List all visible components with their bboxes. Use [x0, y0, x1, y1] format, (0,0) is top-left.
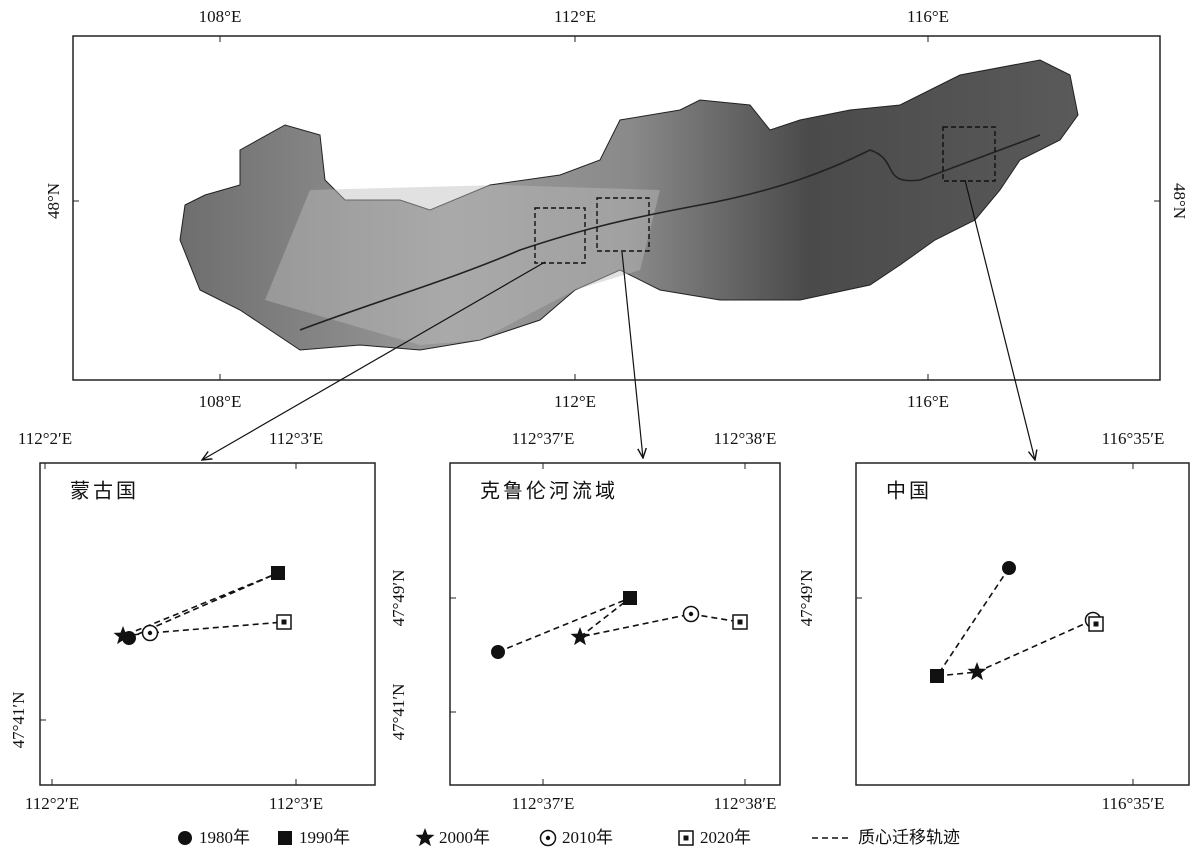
marker-1990	[271, 566, 285, 580]
trajectory	[497, 597, 741, 653]
tick-label: 116°35′E	[1102, 794, 1165, 813]
tick-label: 48°N	[1170, 183, 1189, 219]
tick-label: 108°E	[199, 7, 242, 26]
river	[299, 134, 1041, 331]
marker-2000	[570, 627, 590, 646]
focus-box	[596, 197, 650, 252]
inset-frame	[449, 462, 781, 786]
marker-2010-dot	[545, 835, 551, 841]
mosaic-tile	[265, 185, 660, 345]
inset-frame	[39, 462, 376, 786]
tick-label: 47°41′N	[389, 684, 408, 741]
legend-label: 质心迁移轨迹	[858, 828, 960, 847]
marker-2010-dot	[688, 611, 694, 617]
tick-label: 47°41′N	[9, 692, 28, 749]
legend-label: 1980年	[199, 828, 250, 847]
marker-1980	[1002, 561, 1016, 575]
arrow	[964, 179, 1035, 460]
tick-label: 116°35′E	[1102, 429, 1165, 448]
marker-1990	[278, 831, 292, 845]
marker-2020-dot	[1093, 621, 1099, 627]
tick-label: 47°49′N	[389, 570, 408, 627]
tick-label: 112°3′E	[269, 794, 323, 813]
marker-2020-dot	[737, 619, 743, 625]
tick-label: 112°37′E	[512, 429, 575, 448]
focus-box	[942, 126, 996, 182]
inset-title: 中国	[886, 480, 932, 503]
arrow	[621, 251, 643, 458]
legend-label: 2020年	[700, 828, 751, 847]
inset-frame	[855, 462, 1190, 786]
marker-1990	[930, 669, 944, 683]
tick-label: 112°37′E	[512, 794, 575, 813]
tick-label: 112°E	[554, 392, 596, 411]
legend-label: 2010年	[562, 828, 613, 847]
marker-2000	[415, 828, 435, 847]
basin	[179, 59, 1079, 351]
marker-1990	[623, 591, 637, 605]
tick-label: 112°38′E	[714, 429, 777, 448]
arrow	[202, 261, 546, 460]
inset-title: 蒙古国	[70, 480, 139, 503]
legend-label: 2000年	[439, 828, 490, 847]
dynamic-layer: 108°E 108°E 112°E 112°E 116°E 116°E 48°N 48°N 蒙古…	[9, 7, 1190, 847]
tick-label: 48°N	[44, 183, 63, 219]
tick-label: 112°2′E	[25, 794, 79, 813]
trajectory	[122, 572, 285, 639]
tick-label: 112°2′E	[18, 429, 72, 448]
tick-label: 112°3′E	[269, 429, 323, 448]
marker-1980	[491, 645, 505, 659]
marker-2000	[113, 626, 133, 645]
tick-label: 112°E	[554, 7, 596, 26]
tick-label: 108°E	[199, 392, 242, 411]
marker-2020-dot	[683, 835, 689, 841]
legend-label: 1990年	[299, 828, 350, 847]
tick-label: 116°E	[907, 7, 949, 26]
tick-label: 116°E	[907, 392, 949, 411]
tick-label: 112°38′E	[714, 794, 777, 813]
tick-label: 47°49′N	[797, 570, 816, 627]
marker-2000	[967, 662, 987, 681]
marker-2010-dot	[147, 630, 153, 636]
marker-2020-dot	[281, 619, 287, 625]
inset-title: 克鲁伦河流域	[480, 480, 618, 503]
focus-box	[534, 207, 586, 264]
marker-1980	[178, 831, 192, 845]
